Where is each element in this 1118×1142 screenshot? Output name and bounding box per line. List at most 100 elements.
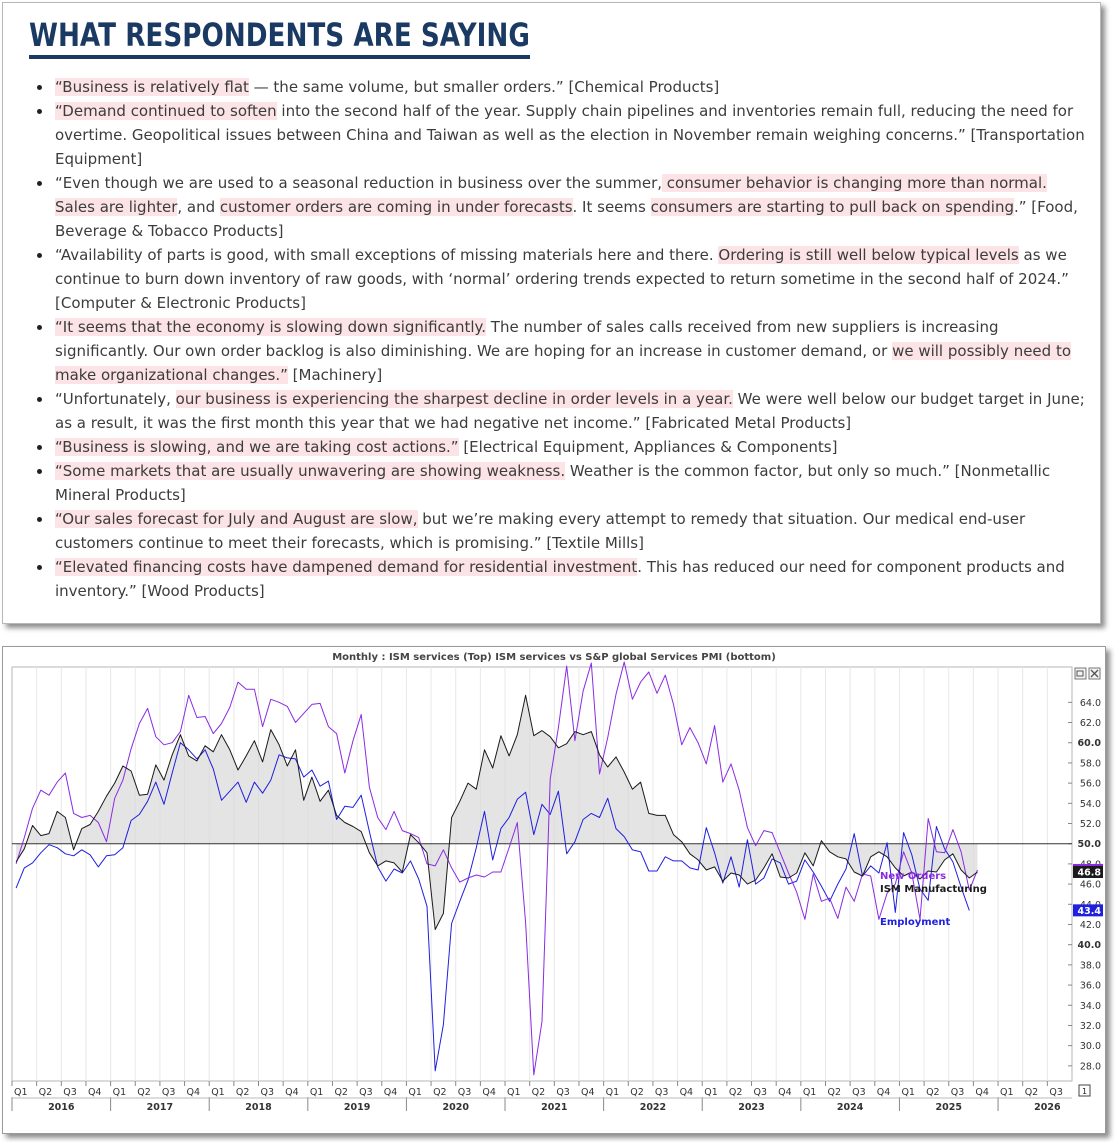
quote-highlight: Ordering is still well below typical lev… — [718, 246, 1019, 264]
quarter-label: Q4 — [877, 1087, 891, 1098]
quote-highlight: “Business is relatively flat — [55, 78, 249, 96]
year-label: 2018 — [245, 1102, 272, 1113]
quarter-label: Q4 — [285, 1087, 299, 1098]
quarter-label: Q1 — [1000, 1087, 1014, 1098]
y-tick-label: 40.0 — [1078, 940, 1102, 951]
quote-highlight: consumers are starting to pull back on s… — [650, 198, 1014, 216]
quarter-label: Q1 — [408, 1087, 422, 1098]
quarter-label: Q1 — [113, 1087, 127, 1098]
quote-item: “Unfortunately, our business is experien… — [37, 387, 1085, 435]
last-value-label: 46.8 — [1078, 867, 1102, 878]
quarter-label: Q3 — [458, 1087, 472, 1098]
chart-title: Monthly : ISM services (Top) ISM service… — [332, 652, 776, 663]
quarter-label: Q2 — [39, 1087, 53, 1098]
quarter-label: Q4 — [680, 1087, 694, 1098]
quarter-label: Q4 — [187, 1087, 201, 1098]
quarter-label: Q4 — [778, 1087, 792, 1098]
y-tick-label: 62.0 — [1080, 718, 1101, 729]
quarter-label: Q3 — [655, 1087, 669, 1098]
quote-text: We were well below our budget target in … — [55, 390, 1085, 432]
quarter-label: Q2 — [1025, 1087, 1039, 1098]
respondents-heading: WHAT RESPONDENTS ARE SAYING — [29, 15, 530, 59]
year-label: 2022 — [640, 1102, 666, 1113]
scale-button-label: 1 — [1082, 1087, 1087, 1096]
quote-item: “Business is slowing, and we are taking … — [37, 435, 1085, 459]
legend-label: ISM Manufacturing — [880, 884, 987, 895]
quarter-label: Q3 — [754, 1087, 768, 1098]
y-tick-label: 60.0 — [1078, 738, 1102, 749]
year-label: 2024 — [837, 1102, 864, 1113]
window-controls — [1074, 667, 1101, 680]
quarter-label: Q4 — [975, 1087, 989, 1098]
last-value-label: 43.4 — [1078, 906, 1102, 917]
quarter-label: Q2 — [827, 1087, 841, 1098]
quarter-label: Q3 — [852, 1087, 866, 1098]
y-tick-label: 36.0 — [1080, 981, 1101, 992]
restore-icon[interactable] — [1074, 667, 1087, 680]
quote-highlight: customer orders are coming in under fore… — [219, 198, 573, 216]
y-tick-label: 28.0 — [1080, 1061, 1101, 1072]
quarter-label: Q3 — [63, 1087, 77, 1098]
year-label: 2016 — [48, 1102, 75, 1113]
quote-item: “Our sales forecast for July and August … — [37, 507, 1085, 555]
quote-text: Weather is the common factor, but only s… — [55, 462, 1051, 504]
respondents-panel: WHAT RESPONDENTS ARE SAYING “Business is… — [2, 2, 1101, 624]
quote-highlight: our business is experiencing the sharpes… — [175, 390, 733, 408]
year-label: 2020 — [442, 1102, 469, 1113]
scale-button[interactable] — [1078, 1084, 1091, 1097]
quarter-label: Q1 — [507, 1087, 521, 1098]
quote-text: . It seems — [572, 198, 651, 216]
quarter-label: Q2 — [729, 1087, 743, 1098]
quote-text: [Machinery] — [287, 366, 383, 384]
quarter-label: Q2 — [926, 1087, 940, 1098]
y-tick-label: 32.0 — [1080, 1021, 1101, 1032]
year-label: 2025 — [936, 1102, 962, 1113]
legend-label: Employment — [880, 917, 951, 928]
y-tick-label: 52.0 — [1080, 819, 1101, 830]
quarter-label: Q2 — [236, 1087, 250, 1098]
quote-item: “Elevated financing costs have dampened … — [37, 555, 1085, 603]
y-tick-label: 46.0 — [1080, 880, 1101, 891]
quarter-label: Q1 — [310, 1087, 324, 1098]
quote-text: , and — [177, 198, 220, 216]
quote-item: “Availability of parts is good, with sma… — [37, 243, 1085, 315]
quarter-label: Q3 — [162, 1087, 176, 1098]
quote-highlight: “Elevated financing costs have dampened … — [55, 558, 638, 576]
quarter-label: Q1 — [14, 1087, 28, 1098]
y-tick-label: 30.0 — [1080, 1041, 1101, 1052]
quote-list: “Business is relatively flat — the same … — [37, 75, 1085, 603]
quarter-label: Q1 — [606, 1087, 620, 1098]
quote-text: as we continue to burn down inventory of… — [55, 246, 1069, 312]
legend-label: New Orders — [880, 871, 946, 882]
quote-text: The number of sales calls received from … — [55, 318, 999, 360]
year-label: 2019 — [344, 1102, 370, 1113]
ism-manufacturing-line — [15, 694, 978, 930]
quarter-label: Q1 — [704, 1087, 718, 1098]
y-tick-label: 58.0 — [1080, 758, 1101, 769]
y-tick-label: 50.0 — [1078, 839, 1102, 850]
quarter-label: Q4 — [88, 1087, 102, 1098]
quote-highlight: “Demand continued to soften — [55, 102, 277, 120]
last-value-tag — [1073, 865, 1103, 878]
last-value-tag — [1073, 904, 1103, 917]
quote-text: [Electrical Equipment, Appliances & Comp… — [458, 438, 838, 456]
quarter-label: Q3 — [951, 1087, 965, 1098]
quarter-label: Q4 — [384, 1087, 398, 1098]
quote-highlight: “Some markets that are usually unwaverin… — [55, 462, 566, 480]
y-tick-label: 42.0 — [1080, 920, 1101, 931]
quote-text: “Unfortunately, — [55, 390, 176, 408]
year-label: 2021 — [541, 1102, 567, 1113]
new-orders-line — [15, 661, 978, 1076]
quote-text: but we’re making every attempt to remedy… — [55, 510, 1026, 552]
quote-text: . This has reduced our need for componen… — [55, 558, 1065, 600]
quote-text: “Even though we are used to a seasonal r… — [55, 174, 663, 192]
restore-icon-inner — [1076, 670, 1084, 677]
ism-chart: Monthly : ISM services (Top) ISM service… — [2, 646, 1106, 1134]
quarter-label: Q2 — [137, 1087, 151, 1098]
quarter-label: Q2 — [532, 1087, 546, 1098]
close-icon-cross — [1090, 669, 1099, 678]
employment-line — [15, 742, 970, 1072]
quote-text: .” [Food, Beverage & Tobacco Products] — [55, 198, 1078, 240]
y-tick-label: 34.0 — [1080, 1001, 1101, 1012]
quote-text: into the second half of the year. Supply… — [55, 102, 1085, 168]
